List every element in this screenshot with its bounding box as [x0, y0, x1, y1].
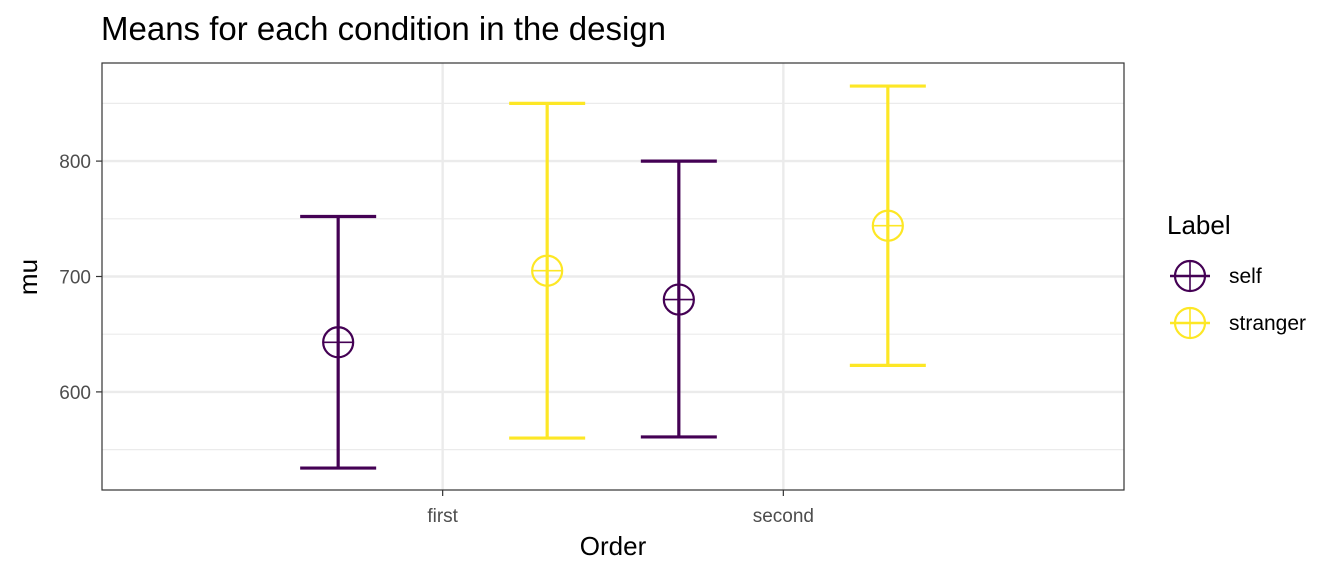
legend-item-stranger: stranger: [1170, 306, 1306, 340]
y-tick-label: 700: [59, 268, 91, 289]
error-bar-marks: [300, 84, 926, 470]
legend: Label self stranger: [1167, 210, 1306, 340]
error-bar-self-first: [300, 214, 377, 470]
legend-label: stranger: [1229, 312, 1306, 335]
error-bar-self-second: [640, 159, 717, 439]
y-axis-title: mu: [13, 259, 43, 295]
minor-gridlines: [102, 102, 1124, 451]
x-axis: first second: [427, 490, 814, 527]
x-axis-title: Order: [580, 531, 647, 561]
y-axis: 600 700 800: [59, 152, 102, 404]
y-tick-label: 600: [59, 383, 91, 404]
major-gridlines: [102, 63, 1124, 490]
y-tick-label: 800: [59, 152, 91, 173]
legend-title: Label: [1167, 210, 1231, 240]
x-tick-label: first: [427, 506, 458, 527]
legend-label: self: [1229, 265, 1262, 288]
error-bar-stranger-first: [509, 101, 586, 440]
chart-title: Means for each condition in the design: [101, 10, 666, 47]
legend-item-self: self: [1170, 259, 1262, 293]
error-bar-stranger-second: [849, 84, 926, 367]
x-tick-label: second: [753, 506, 814, 527]
